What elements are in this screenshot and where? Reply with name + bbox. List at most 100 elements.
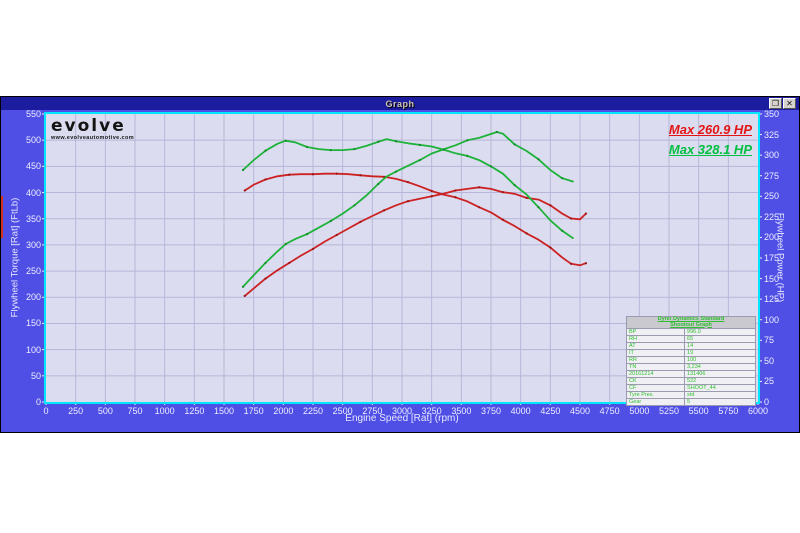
- stats-value-cell: 65: [684, 335, 756, 343]
- y-right-tick-label: 250: [764, 191, 780, 202]
- datapoint-power-green-tuned: [513, 143, 516, 146]
- stats-label-cell: 20161214: [625, 370, 686, 378]
- datapoint-torque-green-tuned: [513, 184, 516, 187]
- y-right-tick-label: 200: [764, 232, 780, 243]
- x-tick-label: 1250: [184, 406, 205, 416]
- x-tick-label: 2000: [273, 406, 294, 416]
- stats-value-cell: 100: [684, 356, 756, 364]
- datapoint-torque-red-baseline: [359, 174, 362, 177]
- datapoint-torque-green-tuned: [537, 206, 540, 209]
- x-tick-label: 250: [68, 406, 84, 416]
- x-tick-label: 6000: [747, 406, 769, 416]
- x-tick-label: 2500: [332, 406, 353, 416]
- datapoint-power-green-tuned: [466, 139, 469, 142]
- datapoint-torque-green-tuned: [353, 147, 356, 151]
- stats-label-cell: RR: [625, 356, 686, 364]
- y-right-tick-label: 300: [764, 150, 780, 161]
- datapoint-power-green-tuned: [394, 170, 398, 173]
- y-right-tick-label: 150: [764, 273, 780, 284]
- stats-label-cell: AT: [625, 342, 686, 350]
- y-left-tick-label: 0: [35, 397, 41, 407]
- datapoint-torque-green-tuned: [284, 139, 287, 142]
- restore-icon: ❐: [771, 99, 780, 108]
- x-tick-label: 3500: [451, 406, 472, 416]
- logo-url: www.evolveautomotive.com: [51, 135, 135, 141]
- datapoint-torque-green-tuned: [561, 229, 564, 232]
- y-axis-title-power: Flywheel Power (HP): [774, 212, 786, 303]
- y-left-tick-label: 450: [25, 161, 41, 172]
- stats-value-cell: 131406: [684, 370, 756, 378]
- datapoint-power-red-baseline: [525, 196, 528, 200]
- datapoint-torque-red-baseline: [243, 189, 246, 192]
- datapoint-torque-green-tuned: [305, 145, 309, 149]
- curve-torque-red-baseline: [243, 172, 587, 267]
- stats-value-cell: 3,234: [684, 363, 756, 371]
- datapoint-power-green-tuned: [418, 158, 421, 162]
- y-right-tick-label: 225: [764, 211, 780, 222]
- restore-window-button[interactable]: ❐: [769, 98, 782, 109]
- x-tick-label: 750: [127, 406, 143, 416]
- x-tick-label: 500: [97, 406, 113, 416]
- y-left-tick-label: 200: [25, 292, 41, 303]
- stats-header-line1: Dyno Dynamics Standard: [657, 316, 725, 322]
- datapoint-power-red-baseline: [454, 189, 457, 192]
- datapoint-power-green-tuned: [264, 261, 267, 265]
- x-tick-label: 3750: [480, 406, 502, 416]
- window-title: Graph: [385, 98, 415, 109]
- datapoint-power-green-tuned: [305, 233, 309, 236]
- stats-table-row: AT 14: [625, 342, 756, 350]
- datapoint-power-red-baseline: [359, 220, 362, 223]
- close-window-button[interactable]: ✕: [783, 98, 796, 109]
- datapoint-torque-red-baseline: [335, 172, 338, 175]
- datapoint-power-red-baseline: [335, 233, 338, 237]
- stats-label-cell: TN: [625, 363, 686, 371]
- stats-value-cell: std: [684, 391, 756, 399]
- datapoint-power-red-baseline: [383, 209, 386, 212]
- datapoint-power-red-baseline: [406, 200, 410, 203]
- datapoint-power-green-tuned: [353, 204, 356, 207]
- stats-table-header: Dyno Dynamics Standard Shootout Graph: [626, 316, 756, 329]
- datapoint-torque-green-tuned: [489, 165, 493, 168]
- datapoint-torque-green-tuned: [418, 143, 421, 146]
- y-left-tick-label: 50: [30, 370, 41, 381]
- datapoint-torque-red-baseline: [454, 196, 457, 199]
- stats-table-row: BP 996.0: [625, 328, 756, 336]
- datapoint-torque-green-tuned: [377, 140, 380, 143]
- datapoint-power-red-baseline: [549, 204, 552, 207]
- window-title-bar: Graph ❐ ✕: [1, 97, 799, 110]
- datapoint-torque-green-tuned: [264, 149, 267, 152]
- max-power-label-red: Max 260.9 HP: [668, 122, 752, 137]
- datapoint-power-red-baseline: [478, 186, 481, 189]
- left-edge-artifact: [1, 196, 3, 238]
- stats-value-cell: 522: [684, 377, 756, 385]
- stats-label-cell: RH: [625, 335, 686, 343]
- y-right-tick-label: 350: [764, 109, 780, 119]
- x-tick-label: 2750: [362, 406, 383, 416]
- y-right-tick-label: 0: [764, 397, 770, 407]
- datapoint-torque-red-baseline: [584, 262, 588, 265]
- x-tick-label: 1000: [154, 406, 175, 416]
- datapoint-torque-red-baseline: [288, 173, 291, 176]
- window-controls: ❐ ✕: [769, 98, 796, 109]
- datapoint-torque-red-baseline: [430, 189, 433, 193]
- datapoint-torque-red-baseline: [264, 178, 267, 181]
- curve-power-green-tuned: [242, 131, 574, 288]
- stats-value-cell: 14: [684, 342, 756, 350]
- stats-value-cell: 5: [684, 398, 756, 406]
- x-tick-label: 1500: [213, 406, 235, 416]
- x-tick-label: 3250: [421, 406, 442, 416]
- x-tick-label: 4750: [599, 406, 620, 416]
- datapoint-power-green-tuned: [561, 177, 564, 180]
- datapoint-torque-green-tuned: [394, 140, 398, 143]
- datapoint-torque-red-baseline: [549, 246, 552, 249]
- stats-label-cell: BP: [625, 328, 686, 336]
- stats-value-cell: SHOOT_44: [684, 384, 756, 392]
- max-power-label-green: Max 328.1 HP: [668, 142, 752, 157]
- y-right-tick-label: 175: [764, 253, 780, 263]
- stats-label-cell: Tyre Pres.: [625, 391, 686, 399]
- stats-value-cell: 19: [684, 349, 756, 357]
- x-tick-label: 4250: [540, 406, 561, 416]
- plot-border: [44, 112, 760, 404]
- y-left-tick-label: 550: [25, 109, 41, 119]
